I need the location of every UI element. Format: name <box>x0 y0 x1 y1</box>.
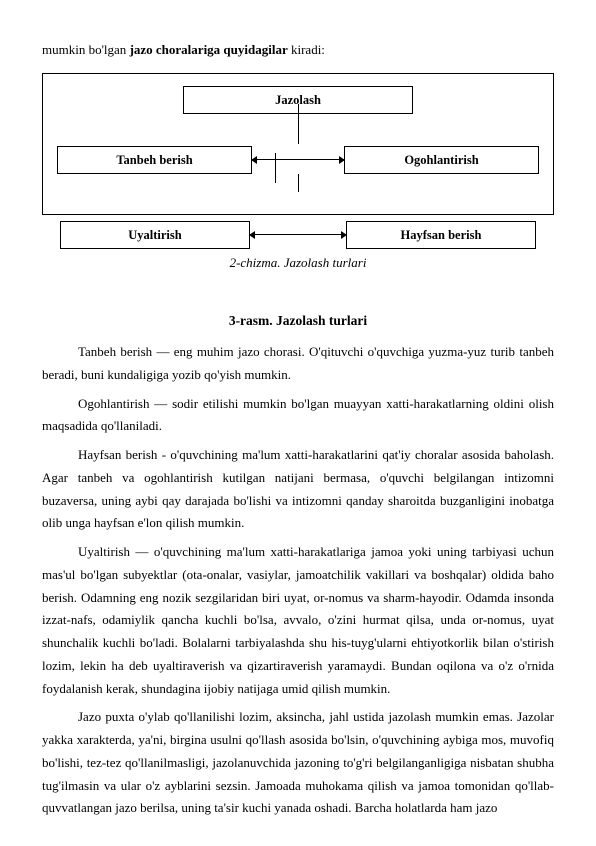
paragraph: Hayfsan berish - o'quvchining ma'lum xat… <box>42 444 554 535</box>
diagram-mid-left: Tanbeh berish <box>57 146 252 174</box>
paragraph: Tanbeh berish — eng muhim jazo chorasi. … <box>42 341 554 387</box>
intro-bold: jazo choralariga quyidagilar <box>130 42 288 57</box>
intro-suffix: kiradi: <box>288 42 325 57</box>
diagram-mid-right: Ogohlantirish <box>344 146 539 174</box>
section-title: 3-rasm. Jazolash turlari <box>42 310 554 332</box>
diagram-bottom-vline <box>298 174 299 192</box>
paragraph: Uyaltirish — o'quvchining ma'lum xatti-h… <box>42 541 554 700</box>
diagram-vline-top <box>298 104 299 144</box>
diagram-bottom-left: Uyaltirish <box>60 221 250 249</box>
diagram-bottom-connector-right <box>298 234 346 235</box>
paragraph: Ogohlantirish — sodir etilishi mumkin bo… <box>42 393 554 439</box>
diagram-mid-connector-right <box>298 159 344 160</box>
intro-line: mumkin bo'lgan jazo choralariga quyidagi… <box>42 40 554 61</box>
paragraph: Jazo puxta o'ylab qo'llanilishi lozim, a… <box>42 706 554 820</box>
diagram-mid-connector-left <box>252 159 298 160</box>
diagram-bottom-connector-left <box>250 234 298 235</box>
diagram-bottom-outer: Uyaltirish Hayfsan berish <box>42 221 554 249</box>
diagram-container: Jazolash Tanbeh berish Ogohlantirish <box>42 73 554 215</box>
diagram-caption: 2-chizma. Jazolash turlari <box>42 253 554 274</box>
intro-prefix: mumkin bo'lgan <box>42 42 130 57</box>
diagram-bottom-wrap <box>57 174 539 192</box>
diagram-bottom-right: Hayfsan berish <box>346 221 536 249</box>
